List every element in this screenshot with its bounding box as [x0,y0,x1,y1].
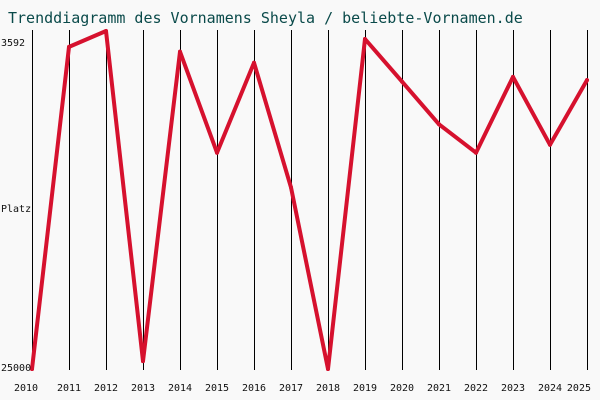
data-point-2020 [400,79,404,84]
data-point-2021 [437,122,441,127]
y-axis-ticks: 3592 25000 [1,38,31,374]
x-tick-label: 2021 [427,383,451,394]
data-point-2025 [585,78,589,83]
chart-title: Trenddiagramm des Vornamens Sheyla / bel… [8,9,523,27]
x-tick-label: 2010 [14,383,38,394]
x-tick-label: 2019 [353,383,377,394]
data-point-2017 [289,185,293,190]
data-point-2012 [104,29,108,33]
data-point-2014 [178,49,182,54]
data-point-2016 [252,60,256,65]
x-tick-label: 2014 [168,383,192,394]
x-tick-label: 2011 [57,383,81,394]
x-tick-label: 2012 [94,383,118,394]
data-point-2013 [141,359,145,364]
data-point-2018 [326,367,330,371]
data-point-2010 [30,367,34,371]
data-point-2015 [215,150,219,155]
x-tick-label: 2013 [131,383,155,394]
x-tick-label: 2023 [501,383,525,394]
data-point-2011 [67,44,71,49]
x-tick-label: 2020 [390,383,414,394]
series-line-group [30,29,589,371]
data-point-2019 [363,37,367,42]
data-point-2022 [474,150,478,155]
data-point-2023 [511,74,515,79]
vertical-grid [32,30,588,370]
series-line [30,29,589,371]
data-point-2024 [548,142,552,147]
x-tick-label: 2025 [567,383,591,394]
y-tick-label-top: 3592 [1,38,25,49]
y-tick-label-bottom: 25000 [1,363,31,374]
x-tick-label: 2017 [279,383,303,394]
x-tick-label: 2016 [242,383,266,394]
y-axis-label: Platz [1,204,31,215]
x-tick-label: 2022 [464,383,488,394]
x-tick-label: 2024 [538,383,562,394]
x-axis-ticks: 2010 2011 2012 2013 2014 2015 2016 2017 2018 2019… [14,383,591,394]
x-tick-label: 2018 [316,383,340,394]
x-tick-label: 2015 [205,383,229,394]
